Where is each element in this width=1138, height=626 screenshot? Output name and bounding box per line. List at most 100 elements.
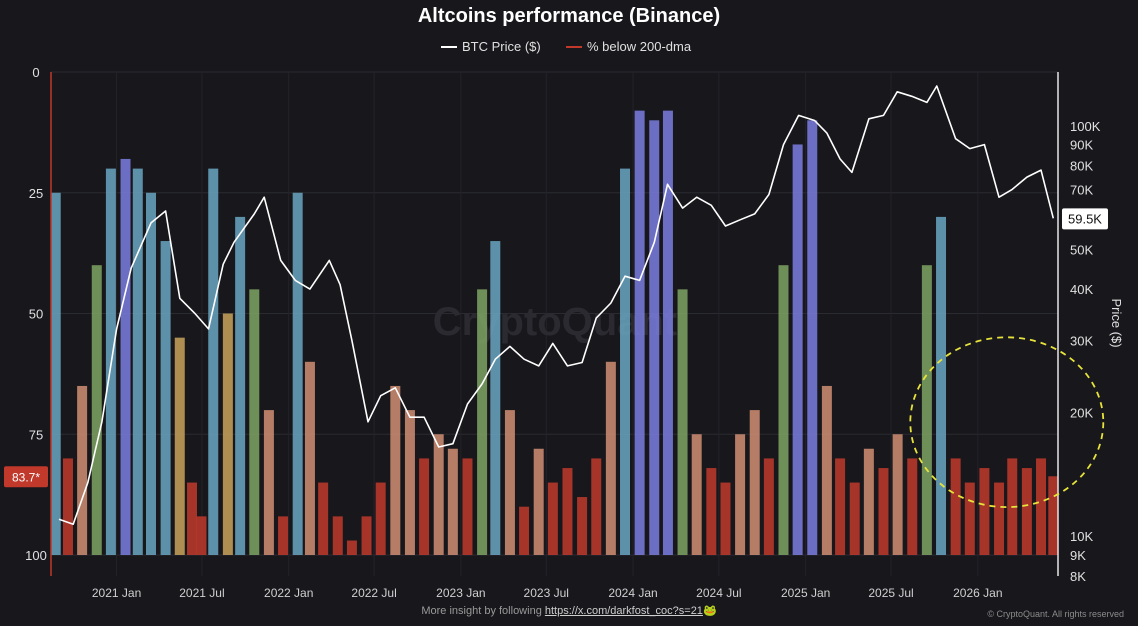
dma-bar-21: [332, 516, 343, 555]
dma-bar-41: [620, 168, 631, 555]
chart-title: Altcoins performance (Binance): [418, 5, 720, 27]
dma-bar-40: [605, 361, 616, 555]
footer-link[interactable]: https://x.com/darkfost_coc?s=21: [544, 605, 703, 617]
dma-bar-58: [863, 448, 874, 555]
dma-bar-19: [304, 361, 315, 555]
dma-current-value: 83.7*: [12, 470, 40, 484]
dma-bar-22: [346, 540, 357, 555]
x-tick-label-0: 2021 Jan: [92, 586, 141, 600]
dma-bar-62: [921, 265, 932, 555]
right-axis-label: Price ($): [1109, 298, 1124, 347]
dma-bar-30: [462, 458, 473, 555]
dma-bar-61: [907, 458, 918, 555]
x-tick-label-6: 2024 Jan: [608, 586, 657, 600]
frog-icon: 🐸: [702, 605, 717, 617]
dma-bar-53: [792, 144, 803, 555]
left-tick-label-1: 25: [29, 186, 43, 201]
dma-bar-48: [720, 482, 731, 555]
x-tick-label-10: 2026 Jan: [953, 586, 1002, 600]
dma-bar-29: [447, 448, 458, 555]
dma-bar-33: [504, 410, 515, 555]
dma-bar-59: [878, 468, 889, 555]
x-tick-label-7: 2024 Jul: [696, 586, 741, 600]
dma-bar-50: [749, 410, 760, 555]
dma-bar-55: [821, 385, 832, 555]
dma-bar-27: [419, 458, 430, 555]
dma-bar-52: [778, 265, 789, 555]
dma-bar-63: [936, 216, 947, 555]
dma-bar-39: [591, 458, 602, 555]
dma-bar-60: [892, 434, 903, 555]
dma-bar-10: [187, 482, 198, 555]
dma-bar-34: [519, 506, 530, 555]
dma-bar-23: [361, 516, 372, 555]
btc-price-line: [58, 85, 1055, 526]
legend-btc-label: BTC Price ($): [462, 39, 541, 54]
left-tick-label-2: 50: [29, 307, 43, 322]
dma-bar-13: [222, 313, 233, 555]
dma-bar-42: [634, 110, 645, 555]
left-axis-ticks: 0 25 50 75 100: [25, 65, 47, 563]
dma-bar-1: [62, 458, 73, 555]
dma-bar-71: [1048, 476, 1059, 555]
right-axis-ticks: 100K90K80K70K60K50K40K30K20K10K9K8K: [1070, 119, 1101, 584]
dma-bar-16: [263, 410, 274, 555]
dma-bar-44: [662, 110, 673, 555]
dma-bar-45: [677, 289, 688, 555]
btc-current-price: 59.5K: [1068, 211, 1102, 226]
legend: BTC Price ($) % below 200-dma: [441, 39, 692, 54]
copyright: © CryptoQuant. All rights reserved: [987, 609, 1124, 619]
dma-bar-14: [235, 216, 246, 555]
dma-bar-9: [174, 337, 185, 555]
dma-bar-65: [964, 482, 975, 555]
grid-lines: [51, 71, 1058, 576]
dma-bar-37: [562, 468, 573, 555]
right-tick-label-11: 8K: [1070, 569, 1086, 584]
dma-bar-17: [278, 516, 289, 555]
right-tick-label-1: 90K: [1070, 138, 1093, 153]
right-tick-label-9: 10K: [1070, 529, 1093, 544]
right-tick-label-8: 20K: [1070, 406, 1093, 421]
dma-bar-24: [375, 482, 386, 555]
dma-bar-38: [577, 497, 588, 555]
left-tick-label-4: 100: [25, 548, 47, 563]
right-tick-label-6: 40K: [1070, 282, 1093, 297]
dma-bar-47: [706, 468, 717, 555]
dma-bar-0: [50, 192, 61, 555]
dma-bar-64: [950, 458, 961, 555]
dma-bar-57: [849, 482, 860, 555]
dma-bar-32: [490, 241, 501, 556]
dma-bar-18: [292, 192, 303, 555]
x-tick-label-9: 2025 Jul: [868, 586, 913, 600]
footer-text: More insight by following: [421, 605, 545, 617]
dma-bar-35: [533, 448, 544, 555]
right-tick-label-2: 80K: [1070, 159, 1093, 174]
right-tick-label-0: 100K: [1070, 119, 1101, 134]
dma-bar-8: [160, 241, 171, 556]
dma-current-badge: 83.7*: [4, 466, 48, 488]
dma-bar-56: [835, 458, 846, 555]
dma-bar-2: [77, 385, 88, 555]
highlight-ellipse: [909, 336, 1105, 509]
x-axis-ticks: 2021 Jan 2021 Jul 2022 Jan 2022 Jul 2023 Jan…: [92, 586, 1003, 600]
dma-bar-31: [477, 289, 488, 555]
right-tick-label-7: 30K: [1070, 333, 1093, 348]
dma-bar-51: [763, 458, 774, 555]
dma-bar-7: [145, 192, 156, 555]
dma-bar-3: [91, 265, 102, 555]
dma-bar-67: [994, 482, 1005, 555]
dma-bar-46: [691, 434, 702, 555]
x-tick-label-1: 2021 Jul: [179, 586, 224, 600]
dma-bar-28: [433, 434, 444, 555]
dma-bar-6: [132, 168, 143, 555]
footer: More insight by following https://x.com/…: [0, 604, 1138, 617]
left-tick-label-0: 0: [32, 65, 39, 80]
dma-bar-69: [1021, 468, 1032, 555]
right-tick-label-10: 9K: [1070, 548, 1086, 563]
dma-bar-5: [120, 158, 131, 555]
left-tick-label-3: 75: [29, 427, 43, 442]
dma-bar-11: [196, 516, 207, 555]
btc-current-badge: 59.5K: [1062, 208, 1108, 230]
